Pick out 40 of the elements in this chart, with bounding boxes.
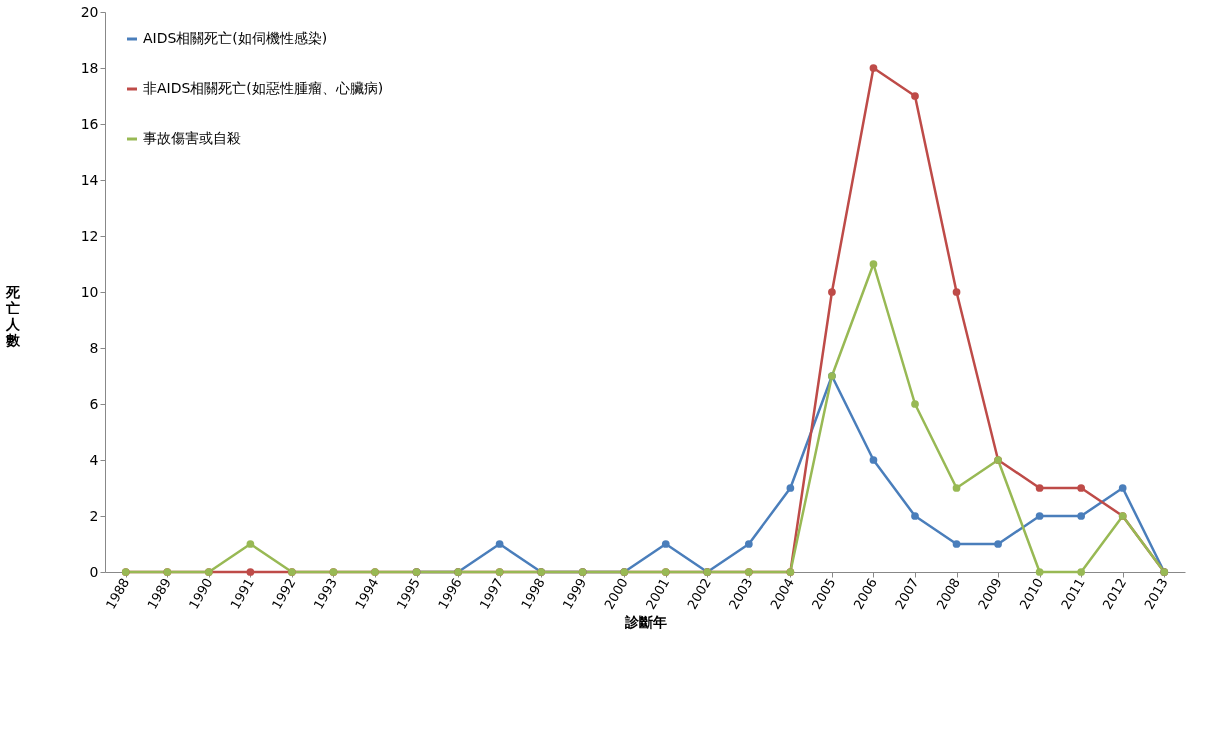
point (994, 540, 1002, 548)
x-axis-title: 診斷年 (623, 613, 667, 630)
point (1035, 568, 1044, 576)
legend-label: 非AIDS相關死亡(如惡性腫瘤、心臟病) (143, 80, 384, 96)
point (744, 540, 753, 548)
point (1035, 512, 1044, 520)
point (1035, 484, 1044, 492)
y-tick-label: 16 (80, 115, 99, 132)
point (661, 540, 670, 548)
point (952, 288, 961, 296)
point (1077, 512, 1086, 520)
point (246, 568, 255, 576)
point (1077, 484, 1086, 492)
y-tick-label: 0 (89, 563, 99, 580)
point (495, 540, 504, 548)
point (1077, 568, 1086, 576)
legend-label: AIDS相關死亡(如伺機性感染) (143, 30, 328, 46)
y-axis-title: 死亡人數 (4, 283, 21, 348)
point (952, 484, 961, 492)
y-tick-label: 18 (80, 59, 99, 76)
point (869, 456, 878, 464)
point (869, 64, 878, 72)
point (911, 92, 919, 100)
point (952, 540, 961, 548)
point (911, 512, 919, 520)
y-tick-label: 12 (80, 227, 99, 244)
y-tick-label: 4 (89, 451, 99, 468)
point (869, 260, 878, 268)
point (911, 400, 919, 408)
y-tick-label: 8 (89, 339, 99, 356)
point (1118, 484, 1127, 492)
point (786, 484, 795, 492)
y-tick-label: 14 (80, 171, 99, 188)
point (246, 540, 255, 548)
y-tick-label: 2 (89, 507, 99, 524)
legend-label: 事故傷害或自殺 (143, 130, 241, 146)
y-tick-label: 6 (89, 395, 99, 412)
y-tick-label: 10 (80, 283, 99, 300)
y-tick-label: 20 (80, 3, 99, 20)
point (828, 288, 836, 296)
